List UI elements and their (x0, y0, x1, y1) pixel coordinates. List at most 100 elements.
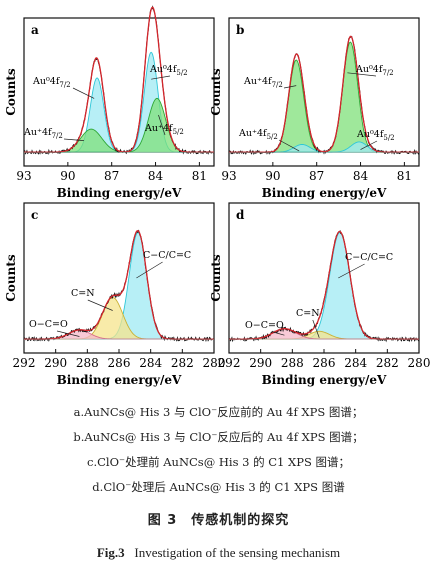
peak-label-text: Au⁺4f (238, 128, 268, 139)
peak-label-text: Au⁰4f (32, 76, 61, 87)
x-tick-label: 81 (192, 169, 207, 183)
peak-label-4: Au⁰4f5/2 (356, 129, 395, 150)
peak-label-text: O−C=O (245, 320, 284, 331)
leader-line (347, 72, 377, 77)
peak-label-subscript: 5/2 (383, 134, 394, 142)
leader-line (283, 85, 297, 89)
leader-line (158, 114, 166, 136)
x-tick-label: 288 (281, 356, 304, 370)
y-axis-label: Counts (209, 68, 223, 116)
x-tick-label: 290 (249, 356, 272, 370)
x-axis-label: Binding energy/eV (262, 186, 387, 200)
figure-title-en: Fig.3 Investigation of the sensing mecha… (0, 545, 437, 561)
svg-text:Au⁺4f7/2: Au⁺4f7/2 (243, 76, 283, 89)
component-area-1 (229, 232, 419, 340)
peak-label-2: Au⁺4f7/2 (23, 127, 84, 141)
leader-line (272, 331, 285, 336)
peak-label-3: O−C=O (29, 319, 80, 337)
x-tick-label: 90 (265, 169, 280, 183)
peak-label-text: C−C/C=C (345, 252, 393, 263)
leader-line (56, 330, 80, 337)
x-tick-label: 284 (139, 356, 162, 370)
svg-text:Au⁰4f7/2: Au⁰4f7/2 (355, 64, 394, 77)
peak-label-text: C=N (71, 288, 95, 299)
leader-line (63, 138, 84, 141)
svg-text:C=N: C=N (71, 288, 95, 299)
peak-label-text: C−C/C=C (143, 250, 191, 261)
x-tick-label: 87 (309, 169, 324, 183)
x-tick-label: 292 (218, 356, 241, 370)
peak-label-2: C=N (71, 288, 113, 311)
x-tick-label: 87 (104, 169, 119, 183)
peak-label-subscript: 7/2 (59, 81, 70, 89)
caption-line-c: c.ClO⁻处理前 AuNCs@ His 3 的 C1 XPS 图谱； (87, 455, 350, 469)
peak-label-2: C=N (296, 308, 320, 338)
peak-label-text: Au⁰4f (356, 129, 385, 140)
x-tick-label: 93 (221, 169, 236, 183)
x-tick-label: 282 (376, 356, 399, 370)
x-tick-label: 292 (13, 356, 36, 370)
plot-frame (228, 17, 420, 167)
svg-text:Au⁰4f5/2: Au⁰4f5/2 (149, 64, 188, 77)
leader-line (338, 263, 365, 279)
peak-label-text: Au⁰4f (149, 64, 178, 75)
peak-label-text: C=N (296, 308, 320, 319)
svg-text:C−C/C=C: C−C/C=C (143, 250, 191, 261)
x-axis-label: Binding energy/eV (57, 186, 182, 200)
peak-label-subscript: 7/2 (52, 132, 63, 140)
y-axis-label: Counts (209, 254, 223, 302)
xps-chart-c: 292 290 288 286 284 282 280 Binding energy/eV Co… (4, 202, 226, 387)
peak-label-text: Au⁺4f (23, 127, 53, 138)
svg-text:C=N: C=N (296, 308, 320, 319)
leader-line (278, 139, 300, 152)
component-area-2 (229, 331, 419, 340)
svg-text:C−C/C=C: C−C/C=C (345, 252, 393, 263)
x-tick-label: 290 (44, 356, 67, 370)
x-tick-label: 81 (397, 169, 412, 183)
x-tick-label: 84 (148, 169, 164, 183)
x-axis-label: Binding energy/eV (57, 373, 182, 387)
peak-label-1: Au⁰4f7/2 (32, 76, 95, 99)
xps-chart-d: 292 290 288 286 284 282 280 Binding energy/eV Co… (209, 202, 431, 387)
peak-label-subscript: 5/2 (173, 128, 184, 136)
figure-title-cn: 图 3 传感机制的探究 (147, 513, 290, 528)
panel-letter: c (31, 208, 38, 222)
svg-text:O−C=O: O−C=O (29, 319, 68, 330)
x-tick-label: 93 (16, 169, 31, 183)
leader-line (151, 75, 171, 80)
component-area-4 (24, 98, 214, 153)
svg-text:O−C=O: O−C=O (245, 320, 284, 331)
peak-label-3: O−C=O (245, 320, 285, 336)
peak-label-2: Au⁺4f5/2 (238, 128, 300, 152)
svg-text:Au⁺4f5/2: Au⁺4f5/2 (238, 128, 278, 141)
x-tick-label: 286 (108, 356, 131, 370)
panel-letter: b (236, 23, 244, 37)
peak-label-3: Au⁰4f5/2 (149, 64, 188, 80)
figure-title-text: Investigation of the sensing mechanism (134, 545, 341, 560)
peak-label-subscript: 7/2 (382, 69, 393, 77)
peak-label-1: C−C/C=C (338, 252, 393, 279)
peak-label-4: Au⁺4f5/2 (144, 114, 184, 136)
peak-label-text: Au⁰4f (355, 64, 384, 75)
leader-line (87, 299, 113, 311)
peak-label-1: Au⁺4f7/2 (243, 76, 297, 89)
peak-label-text: Au⁺4f (243, 76, 273, 87)
x-tick-label: 280 (408, 356, 431, 370)
peak-label-text: Au⁺4f (144, 123, 174, 134)
leader-line (72, 87, 95, 99)
svg-text:Au⁺4f7/2: Au⁺4f7/2 (23, 127, 63, 140)
peak-label-text: O−C=O (29, 319, 68, 330)
panel-letter: a (31, 23, 39, 37)
x-tick-label: 280 (203, 356, 226, 370)
svg-text:Au⁰4f5/2: Au⁰4f5/2 (356, 129, 395, 142)
component-area-2 (24, 297, 214, 340)
x-tick-label: 288 (76, 356, 99, 370)
peak-label-3: Au⁰4f7/2 (347, 64, 394, 77)
y-axis-label: Counts (4, 254, 18, 302)
svg-text:Au⁰4f7/2: Au⁰4f7/2 (32, 76, 71, 89)
x-axis-label: Binding energy/eV (262, 373, 387, 387)
x-tick-label: 286 (313, 356, 336, 370)
peak-label-subscript: 5/2 (176, 69, 187, 77)
raw-spectrum (228, 36, 420, 156)
